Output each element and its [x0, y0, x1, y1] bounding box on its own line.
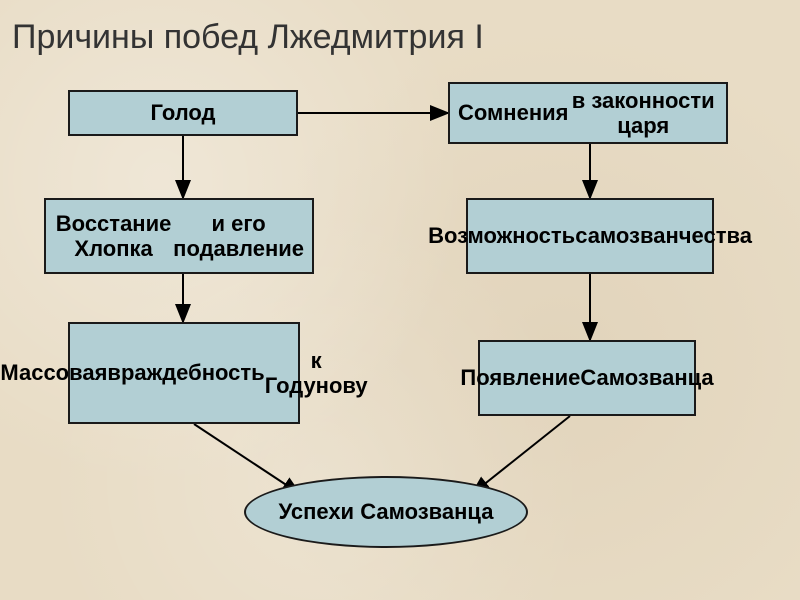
node-text: Успехи Самозванца: [279, 499, 494, 524]
node-text: Возможность: [428, 223, 575, 248]
node-n5: Массоваявраждебностьк Годунову: [68, 322, 300, 424]
edge-n5-n7: [194, 424, 300, 494]
edge-n6-n7: [472, 416, 570, 494]
node-n2: Сомненияв законности царя: [448, 82, 728, 144]
node-text: враждебность: [107, 360, 264, 385]
node-text: и его подавление: [173, 211, 304, 262]
node-text: Появление: [460, 365, 580, 390]
node-text: к Годунову: [265, 348, 368, 399]
node-n7: Успехи Самозванца: [244, 476, 528, 548]
node-text: в законности царя: [568, 88, 718, 139]
node-text: Самозванца: [580, 365, 713, 390]
node-n3: Восстание Хлопкаи его подавление: [44, 198, 314, 274]
node-text: Голод: [150, 100, 215, 125]
node-text: самозванчества: [575, 223, 752, 248]
node-n6: ПоявлениеСамозванца: [478, 340, 696, 416]
node-text: Восстание Хлопка: [54, 211, 173, 262]
node-n4: Возможностьсамозванчества: [466, 198, 714, 274]
node-text: Сомнения: [458, 100, 568, 125]
page-title: Причины побед Лжедмитрия I: [12, 18, 484, 57]
node-text: Массовая: [0, 360, 107, 385]
node-n1: Голод: [68, 90, 298, 136]
